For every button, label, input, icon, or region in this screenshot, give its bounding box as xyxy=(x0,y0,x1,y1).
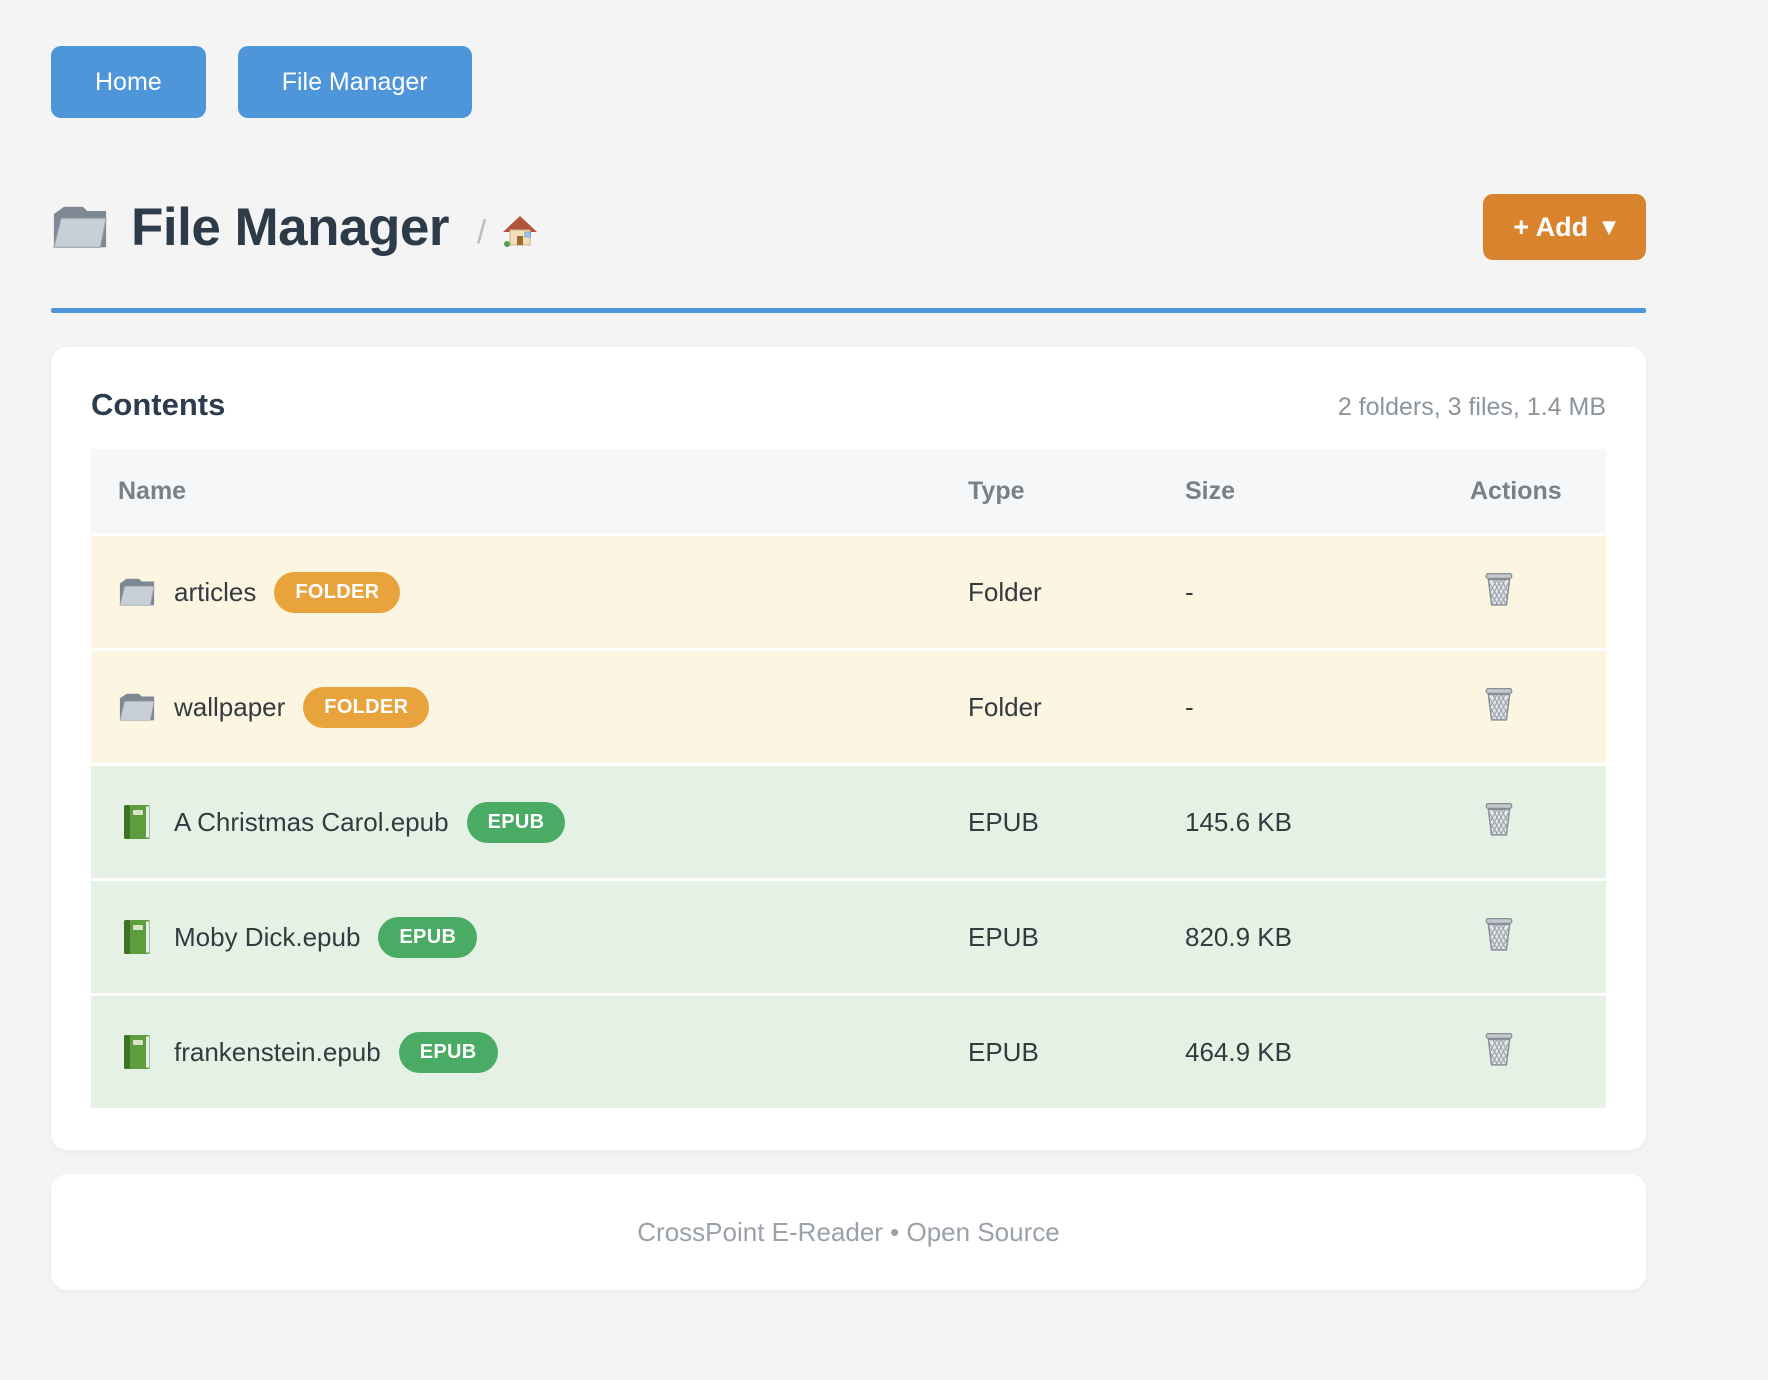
table-row: frankenstein.epub EPUB EPUB 464.9 KB xyxy=(91,993,1606,1108)
delete-button[interactable] xyxy=(1470,801,1516,837)
table-row: articles FOLDER Folder - xyxy=(91,533,1606,650)
chevron-down-icon: ▼ xyxy=(1602,216,1616,238)
contents-summary: 2 folders, 3 files, 1.4 MB xyxy=(1337,393,1606,421)
breadcrumb-separator: / xyxy=(476,213,487,250)
delete-button[interactable] xyxy=(1470,686,1516,722)
row-size-value: 145.6 KB xyxy=(1185,763,1470,880)
row-name-label[interactable]: articles xyxy=(174,576,257,607)
row-name-label[interactable]: Moby Dick.epub xyxy=(174,921,361,952)
file-table: Name Type Size Actions articles FOLDER xyxy=(91,449,1606,1108)
trash-icon xyxy=(1482,916,1516,952)
trash-icon xyxy=(1482,571,1516,607)
row-type-badge: EPUB xyxy=(378,916,478,958)
column-header-type: Type xyxy=(968,449,1185,535)
home-button[interactable]: Home xyxy=(51,46,206,118)
footer-text: CrossPoint E-Reader • Open Source xyxy=(637,1216,1060,1247)
trash-icon xyxy=(1482,801,1516,837)
contents-card: Contents 2 folders, 3 files, 1.4 MB Name… xyxy=(51,347,1646,1150)
row-size-value: - xyxy=(1185,648,1470,765)
row-type-badge: EPUB xyxy=(398,1031,498,1073)
add-button[interactable]: + Add ▼ xyxy=(1483,194,1646,260)
folder-icon xyxy=(51,203,109,251)
house-icon[interactable] xyxy=(502,214,538,248)
column-header-size: Size xyxy=(1185,449,1470,535)
trash-icon xyxy=(1482,686,1516,722)
row-name-label[interactable]: A Christmas Carol.epub xyxy=(174,806,449,837)
column-header-actions: Actions xyxy=(1470,449,1606,535)
row-name-label[interactable]: wallpaper xyxy=(174,691,286,722)
row-type-value: Folder xyxy=(968,648,1185,765)
page-header: File Manager / + Add ▼ xyxy=(51,194,1646,260)
row-type-value: EPUB xyxy=(968,993,1185,1108)
column-header-name: Name xyxy=(91,449,968,535)
row-type-value: Folder xyxy=(968,533,1185,650)
folder-icon xyxy=(118,689,156,725)
table-row: wallpaper FOLDER Folder - xyxy=(91,648,1606,765)
file-manager-button[interactable]: File Manager xyxy=(237,46,472,118)
green-book-icon xyxy=(118,919,156,955)
top-nav: Home File Manager xyxy=(51,46,1646,118)
row-size-value: 820.9 KB xyxy=(1185,878,1470,995)
page: Home File Manager File Manager / + Add ▼ xyxy=(51,0,1646,1290)
row-type-badge: EPUB xyxy=(466,801,566,843)
contents-title: Contents xyxy=(91,387,226,422)
green-book-icon xyxy=(118,1034,156,1070)
footer-card: CrossPoint E-Reader • Open Source xyxy=(51,1174,1646,1290)
delete-button[interactable] xyxy=(1470,916,1516,952)
table-row: Moby Dick.epub EPUB EPUB 820.9 KB xyxy=(91,878,1606,995)
table-row: A Christmas Carol.epub EPUB EPUB 145.6 K… xyxy=(91,763,1606,880)
row-type-value: EPUB xyxy=(968,763,1185,880)
add-button-label: + Add xyxy=(1513,211,1589,242)
row-name-label[interactable]: frankenstein.epub xyxy=(174,1036,381,1067)
row-type-badge: FOLDER xyxy=(274,571,401,613)
table-body: articles FOLDER Folder - xyxy=(91,533,1606,1108)
page-title: File Manager xyxy=(131,197,449,257)
green-book-icon xyxy=(118,804,156,840)
delete-button[interactable] xyxy=(1470,1031,1516,1067)
accent-divider xyxy=(51,308,1646,313)
contents-card-header: Contents 2 folders, 3 files, 1.4 MB xyxy=(91,387,1606,423)
trash-icon xyxy=(1482,1031,1516,1067)
row-size-value: 464.9 KB xyxy=(1185,993,1470,1108)
row-size-value: - xyxy=(1185,533,1470,650)
folder-icon xyxy=(118,574,156,610)
row-type-badge: FOLDER xyxy=(303,686,430,728)
delete-button[interactable] xyxy=(1470,571,1516,607)
table-header-row: Name Type Size Actions xyxy=(91,449,1606,535)
row-type-value: EPUB xyxy=(968,878,1185,995)
